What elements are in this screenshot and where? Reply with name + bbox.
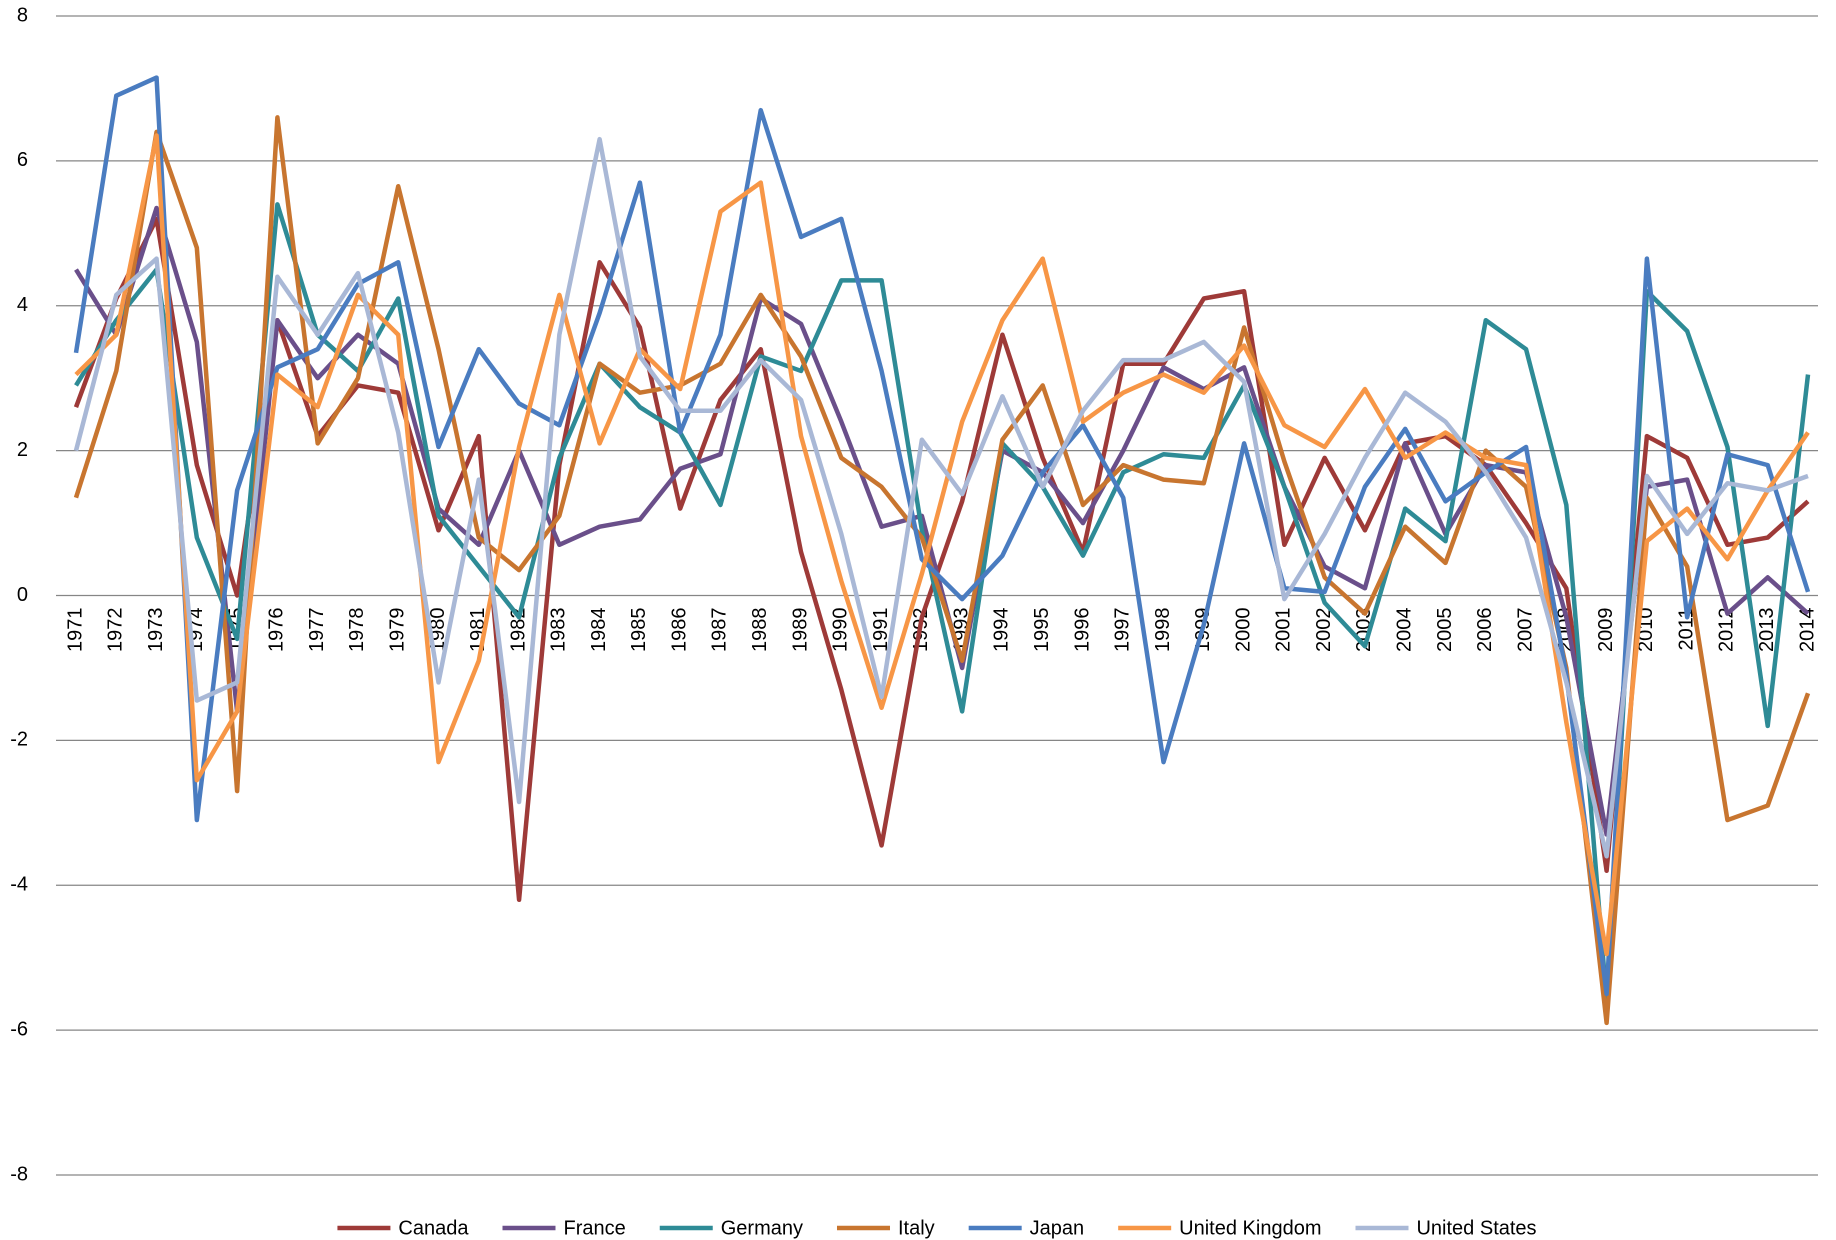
x-tick-label: 1985 (628, 608, 650, 653)
x-tick-label: 1986 (668, 608, 690, 653)
y-tick-label: -2 (10, 729, 28, 751)
y-tick-label: 0 (17, 584, 28, 606)
y-tick-label: 8 (17, 4, 28, 26)
x-tick-label: 1972 (105, 608, 127, 653)
y-tick-label: -4 (10, 874, 28, 896)
x-tick-label: 1996 (1071, 608, 1093, 653)
x-tick-label: 1973 (145, 608, 167, 653)
x-tick-label: 1990 (830, 608, 852, 653)
y-tick-label: -6 (10, 1018, 28, 1040)
legend-label: United Kingdom (1179, 1217, 1321, 1239)
series-line (73, 75, 1811, 997)
x-tick-label: 2001 (1273, 608, 1295, 653)
x-tick-label: 2012 (1716, 608, 1738, 653)
x-tick-label: 1988 (749, 608, 771, 653)
x-tick-label: 2011 (1675, 608, 1697, 651)
x-tick-label: 1979 (387, 608, 409, 653)
legend-label: Canada (398, 1217, 469, 1239)
x-tick-label: 1982 (507, 608, 529, 653)
x-tick-label: 2009 (1595, 608, 1617, 653)
x-tick-label: 1978 (346, 608, 368, 653)
legend-label: Italy (898, 1217, 935, 1239)
legend-label: Germany (721, 1217, 803, 1239)
x-tick-label: 1995 (1031, 608, 1053, 653)
legend-label: France (563, 1217, 625, 1239)
y-tick-label: -8 (10, 1163, 28, 1185)
legend-label: United States (1416, 1217, 1536, 1239)
y-tick-label: 4 (17, 294, 28, 316)
x-tick-label: 1977 (306, 608, 328, 653)
y-tick-label: 6 (17, 149, 28, 171)
x-tick-label: 1971 (64, 608, 86, 653)
x-tick-label: 2005 (1434, 608, 1456, 653)
series-line (73, 216, 1810, 902)
x-tick-label: 1989 (789, 608, 811, 653)
series-line (73, 115, 1811, 1026)
x-tick-label: 2004 (1393, 608, 1415, 653)
x-tick-label: 2007 (1514, 608, 1536, 653)
series-line (73, 136, 1809, 859)
x-tick-label: 2000 (1232, 608, 1254, 653)
x-tick-label: 2002 (1313, 608, 1335, 653)
series-line (74, 202, 1811, 1004)
legend-label: Japan (1030, 1217, 1085, 1239)
x-tick-label: 1994 (991, 608, 1013, 653)
x-tick-label: 2006 (1474, 608, 1496, 653)
x-tick-label: 1998 (1152, 608, 1174, 653)
x-tick-label: 1987 (709, 608, 731, 653)
legend: Canada France Germany Italy Japan United King… (337, 1217, 1537, 1239)
x-tick-label: 2014 (1796, 608, 1818, 653)
x-tick-label: 1991 (870, 608, 892, 653)
x-tick-label: 1997 (1112, 608, 1134, 653)
x-tick-label: 1976 (266, 608, 288, 653)
x-tick-label: 2013 (1756, 608, 1778, 653)
x-tick-label: 1983 (548, 608, 570, 653)
y-tick-label: 2 (17, 439, 28, 461)
x-tick-label: 1984 (588, 608, 610, 653)
